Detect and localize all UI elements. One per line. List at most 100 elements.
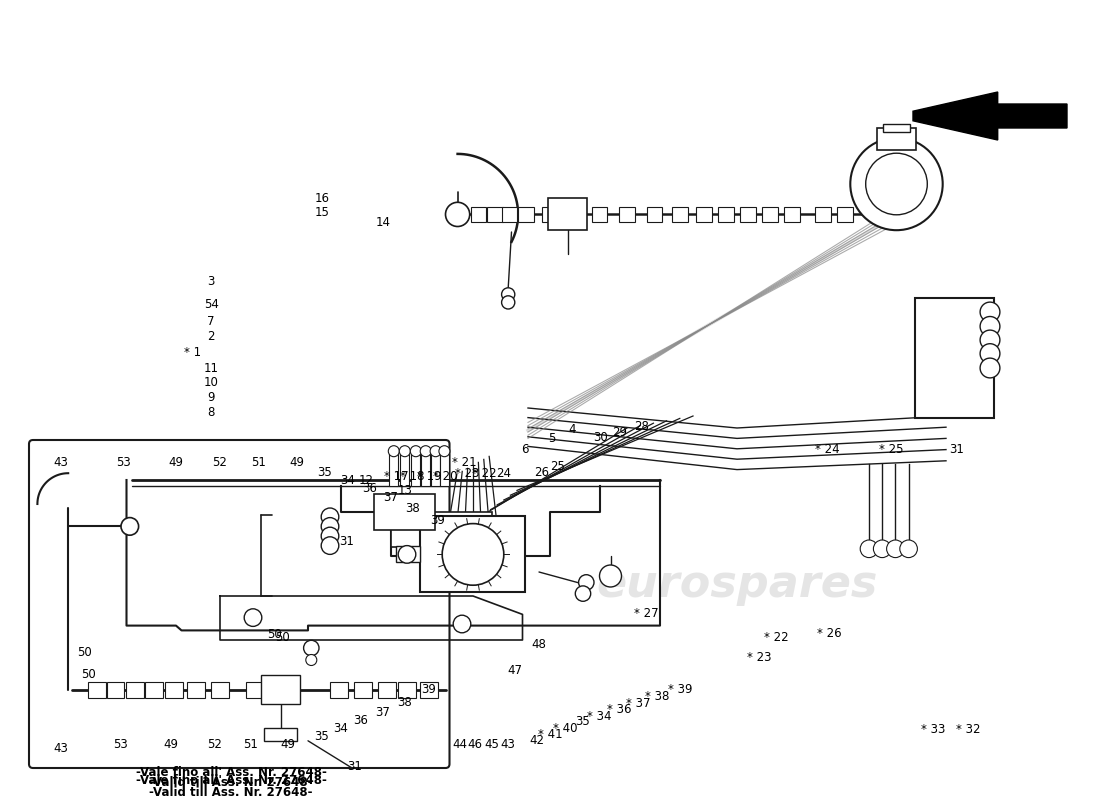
Bar xyxy=(389,454,398,486)
Circle shape xyxy=(321,537,339,554)
Text: 31: 31 xyxy=(949,443,965,456)
Bar xyxy=(883,124,910,132)
Bar xyxy=(88,682,106,698)
Text: 31: 31 xyxy=(346,760,362,773)
Text: 49: 49 xyxy=(168,456,184,469)
Text: * 1: * 1 xyxy=(184,346,201,358)
Bar xyxy=(440,454,449,486)
Bar xyxy=(542,207,558,222)
Circle shape xyxy=(410,446,421,457)
Text: * 23: * 23 xyxy=(747,651,771,664)
Bar xyxy=(390,512,492,547)
Text: 35: 35 xyxy=(317,466,332,478)
Text: 30: 30 xyxy=(593,431,608,444)
Text: * 20: * 20 xyxy=(433,470,458,482)
Text: 52: 52 xyxy=(212,456,228,469)
Text: * 26: * 26 xyxy=(817,627,842,640)
Bar xyxy=(374,494,434,530)
Circle shape xyxy=(399,446,410,457)
Text: 50: 50 xyxy=(80,668,96,681)
Text: 52: 52 xyxy=(207,738,222,750)
Bar xyxy=(502,207,517,222)
Circle shape xyxy=(439,446,450,457)
Text: 7: 7 xyxy=(208,315,214,328)
Bar xyxy=(487,207,503,222)
Circle shape xyxy=(388,446,399,457)
Circle shape xyxy=(321,518,339,535)
Text: 47: 47 xyxy=(507,664,522,677)
Text: -Vale fino all' Ass. Nr. 27648-: -Vale fino all' Ass. Nr. 27648- xyxy=(135,774,327,786)
Circle shape xyxy=(980,302,1000,322)
Bar xyxy=(837,207,852,222)
Bar xyxy=(877,128,916,150)
Bar xyxy=(261,675,300,704)
Text: * 41: * 41 xyxy=(538,728,562,741)
Circle shape xyxy=(866,154,927,214)
Text: * 18: * 18 xyxy=(400,470,425,482)
Bar xyxy=(354,682,372,698)
Text: * 23: * 23 xyxy=(455,467,480,480)
Circle shape xyxy=(502,296,515,309)
Circle shape xyxy=(860,540,878,558)
Text: 51: 51 xyxy=(243,738,258,750)
Text: 50: 50 xyxy=(275,631,290,644)
Text: 25: 25 xyxy=(550,460,565,473)
Bar xyxy=(815,207,830,222)
Text: 39: 39 xyxy=(430,514,446,526)
Circle shape xyxy=(980,330,1000,350)
Text: eurospares: eurospares xyxy=(101,562,383,606)
Bar xyxy=(592,207,607,222)
Circle shape xyxy=(600,565,621,587)
Bar xyxy=(396,546,420,562)
Text: * 32: * 32 xyxy=(956,723,980,736)
Text: * 19: * 19 xyxy=(417,470,441,482)
Circle shape xyxy=(453,615,471,633)
Bar xyxy=(740,207,756,222)
Text: 37: 37 xyxy=(375,706,390,718)
Text: eurospares: eurospares xyxy=(596,562,878,606)
Bar xyxy=(762,207,778,222)
Text: 53: 53 xyxy=(116,456,131,469)
Bar xyxy=(264,728,297,741)
Text: 43: 43 xyxy=(500,738,516,750)
Circle shape xyxy=(980,344,1000,363)
Text: -Vale fino all' Ass. Nr. 27648-: -Vale fino all' Ass. Nr. 27648- xyxy=(135,766,327,779)
Bar xyxy=(784,207,800,222)
Text: * 25: * 25 xyxy=(879,443,903,456)
Text: * 22: * 22 xyxy=(472,467,496,480)
Text: 2: 2 xyxy=(208,330,214,343)
Text: 42: 42 xyxy=(529,734,544,746)
Text: 12: 12 xyxy=(359,474,374,486)
Bar xyxy=(431,454,440,486)
Circle shape xyxy=(502,288,515,301)
Bar xyxy=(548,198,587,230)
Text: * 39: * 39 xyxy=(668,683,692,696)
Bar xyxy=(471,207,486,222)
Polygon shape xyxy=(913,92,1067,140)
Text: * 36: * 36 xyxy=(607,703,631,716)
Text: 3: 3 xyxy=(208,275,214,288)
Circle shape xyxy=(446,202,470,226)
Circle shape xyxy=(873,540,891,558)
Text: 4: 4 xyxy=(569,423,575,436)
Text: * 33: * 33 xyxy=(921,723,945,736)
Text: 28: 28 xyxy=(634,420,649,433)
Bar xyxy=(718,207,734,222)
Bar xyxy=(411,454,420,486)
Bar xyxy=(421,454,430,486)
Text: 37: 37 xyxy=(383,491,398,504)
Circle shape xyxy=(306,654,317,666)
Text: 51: 51 xyxy=(251,456,266,469)
Text: 50: 50 xyxy=(77,646,92,659)
Text: 9: 9 xyxy=(208,391,214,404)
Text: 35: 35 xyxy=(575,715,591,728)
Circle shape xyxy=(420,446,431,457)
Bar xyxy=(672,207,688,222)
Text: * 34: * 34 xyxy=(587,710,612,722)
Text: * 37: * 37 xyxy=(626,697,650,710)
Text: 16: 16 xyxy=(315,192,330,205)
Text: * 40: * 40 xyxy=(553,722,578,734)
Bar xyxy=(187,682,205,698)
Circle shape xyxy=(980,358,1000,378)
Text: * 17: * 17 xyxy=(384,470,408,482)
